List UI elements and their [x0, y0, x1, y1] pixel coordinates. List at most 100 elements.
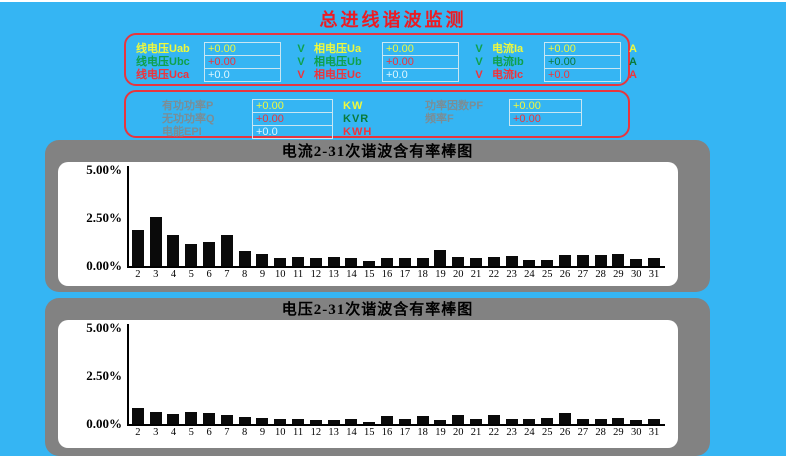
chart-title: 电压2-31次谐波含有率棒图	[281, 302, 474, 318]
bar-slot	[182, 244, 200, 266]
x-tick-label: 6	[206, 427, 212, 438]
field-row: 频率F +0.00	[425, 111, 582, 126]
x-tick-label: 8	[242, 427, 248, 438]
bar	[416, 416, 429, 424]
x-tick-label: 2	[135, 269, 141, 280]
phase-voltage-group: 相电压Ua +0.00 V 相电压Ub +0.00 V 相电压Uc +0.0 V	[314, 41, 489, 82]
x-tick-label: 15	[364, 269, 375, 280]
y-tick-label: 2.50%	[86, 368, 122, 383]
x-tick-label: 21	[470, 427, 482, 438]
bar	[576, 419, 589, 424]
bar	[487, 257, 500, 266]
x-tick-label: 31	[648, 427, 660, 438]
bar	[309, 420, 322, 424]
bars	[129, 328, 663, 424]
bar-slot	[467, 419, 485, 424]
bar-slot	[307, 420, 325, 424]
x-tick-label: 3	[153, 269, 159, 280]
power-right-group: 功率因数PF +0.00 频率F +0.00	[425, 98, 582, 126]
x-tick-label: 29	[613, 269, 624, 280]
bar-slot	[627, 420, 645, 424]
bar	[238, 417, 251, 424]
bar	[452, 257, 465, 266]
bar	[434, 420, 447, 424]
x-tick-label: 15	[364, 427, 375, 438]
x-tick-label: 23	[506, 427, 517, 438]
y-tick-label: 5.00%	[86, 320, 122, 335]
power-left-group: 有功功率P +0.00 KW 无功功率Q +0.00 KVR 电能EPI +0.…	[162, 98, 372, 139]
unit-label: A	[629, 55, 637, 68]
bar-slot	[503, 256, 521, 266]
field-row: 无功功率Q +0.00 KVR	[162, 111, 372, 126]
unit-label: V	[475, 55, 483, 68]
field-row: 电流Ic +0.0 A	[492, 67, 643, 82]
bar	[648, 258, 660, 266]
bar	[149, 412, 162, 424]
bar-slot	[432, 420, 450, 424]
bar	[434, 250, 447, 266]
chart-plot-area: 5.00% 2.50% 0.00% 2 3 4 5 6 7 8 9 10 11 12 13 14 15 16…	[58, 162, 678, 286]
field-label: 线电压Ubc	[136, 55, 190, 68]
bar	[452, 415, 465, 424]
field-label: 频率F	[425, 112, 454, 125]
field-label: 电能EPI	[162, 125, 202, 138]
field-row: 电能EPI +0.0 KWH	[162, 124, 372, 139]
bar	[274, 419, 287, 424]
bar	[398, 419, 411, 424]
x-tick-label: 17	[399, 269, 411, 280]
x-tick-label: 31	[648, 269, 660, 280]
bar-slot	[325, 420, 343, 424]
bar-slot	[200, 242, 218, 266]
unit-label: KVR	[343, 112, 370, 125]
bar	[559, 413, 572, 424]
bar	[327, 257, 340, 266]
field-row: 线电压Ubc +0.00 V	[136, 54, 311, 69]
x-tick-label: 26	[559, 427, 571, 438]
x-tick-label: 16	[381, 427, 393, 438]
bar-slot	[485, 415, 503, 424]
bar	[292, 257, 305, 266]
value-box: +0.00	[252, 98, 333, 113]
y-tick-label: 5.00%	[86, 162, 122, 177]
measurements-panel: 线电压Uab +0.00 V 线电压Ubc +0.00 V 线电压Uca +0.…	[124, 33, 637, 86]
bar	[594, 419, 607, 424]
bar-slot	[521, 419, 539, 424]
x-tick-label: 22	[488, 427, 500, 438]
x-tick-label: 12	[310, 427, 322, 438]
x-tick-label: 27	[577, 269, 589, 280]
bar	[185, 412, 198, 424]
bar	[523, 419, 536, 424]
bar-slot	[378, 416, 396, 424]
x-tick-label: 14	[346, 269, 357, 280]
bar-slot	[592, 419, 610, 424]
x-tick-label: 20	[452, 427, 464, 438]
field-row: 相电压Uc +0.0 V	[314, 67, 489, 82]
field-row: 线电压Uab +0.00 V	[136, 41, 311, 56]
bar-slot	[538, 260, 556, 266]
bar	[149, 217, 162, 266]
unit-label: A	[629, 68, 637, 81]
page-title: 总进线谐波监测	[319, 10, 467, 30]
bar-slot	[236, 251, 254, 266]
bar-slot	[218, 235, 236, 266]
value-box: +0.00	[509, 98, 582, 113]
bar-slot	[147, 412, 165, 424]
bar-slot	[271, 419, 289, 424]
x-tick-label: 11	[293, 269, 304, 280]
value-box: +0.00	[382, 54, 459, 69]
bar-slot	[414, 258, 432, 266]
bar-slot	[236, 417, 254, 424]
x-tick-label: 29	[613, 427, 624, 438]
x-tick-label: 27	[577, 427, 589, 438]
field-label: 线电压Uab	[136, 42, 190, 55]
bar-slot	[165, 414, 183, 424]
y-tick-label: 0.00%	[86, 258, 122, 273]
bar-slot	[182, 412, 200, 424]
value-box: +0.0	[382, 67, 459, 82]
bar	[345, 258, 358, 266]
bar-slot	[592, 255, 610, 266]
x-tick-label: 9	[259, 427, 266, 438]
field-label: 相电压Ub	[314, 55, 362, 68]
field-row: 线电压Uca +0.0 V	[136, 67, 311, 82]
bar	[576, 255, 589, 266]
